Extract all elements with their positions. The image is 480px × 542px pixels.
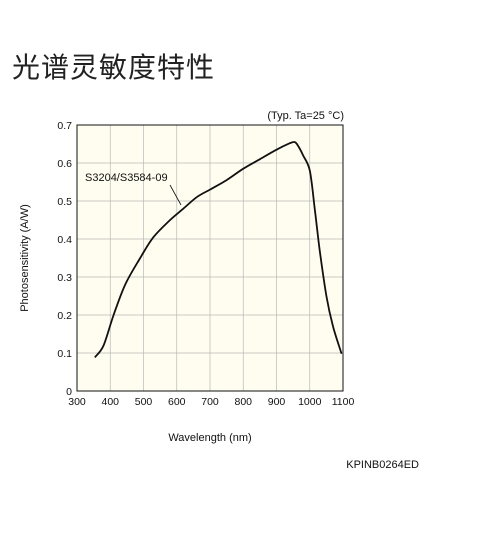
x-tick-label: 800: [234, 396, 252, 408]
x-tick-label: 1100: [332, 396, 355, 408]
y-tick-label: 0.4: [57, 234, 72, 246]
plot-frame: [76, 124, 344, 392]
series-label-leader: [169, 184, 182, 206]
y-axis-label: Photosensitivity (A/W): [19, 204, 31, 312]
x-tick-label: 600: [168, 396, 186, 408]
y-tick-label: 0.7: [57, 120, 72, 132]
y-tick-label: 0.2: [57, 310, 72, 322]
figure-code: KPINB0264ED: [346, 459, 419, 471]
page-title: 光谱灵敏度特性: [12, 51, 216, 84]
y-tick-label: 0: [66, 386, 72, 398]
x-axis-label: Wavelength (nm): [168, 432, 251, 444]
x-tick-label: 400: [101, 396, 119, 408]
series-label: S3204/S3584-09: [85, 172, 168, 184]
x-tick-label: 700: [201, 396, 219, 408]
axis-ticks: 300 400 500 600 700 800 900 1000 1100 0 0.1 0.2 0.3 0…: [57, 120, 354, 408]
y-tick-label: 0.6: [57, 158, 72, 170]
series-line-s3204: [94, 141, 343, 358]
condition-note: (Typ. Ta=25 °C): [267, 110, 344, 122]
y-tick-label: 0.3: [57, 272, 72, 284]
x-tick-label: 1000: [298, 396, 322, 408]
x-tick-label: 500: [135, 396, 153, 408]
y-tick-label: 0.1: [57, 348, 72, 360]
y-tick-label: 0.5: [57, 196, 72, 208]
x-tick-label: 300: [68, 396, 86, 408]
x-tick-label: 900: [268, 396, 286, 408]
chart-grid: [77, 125, 343, 391]
